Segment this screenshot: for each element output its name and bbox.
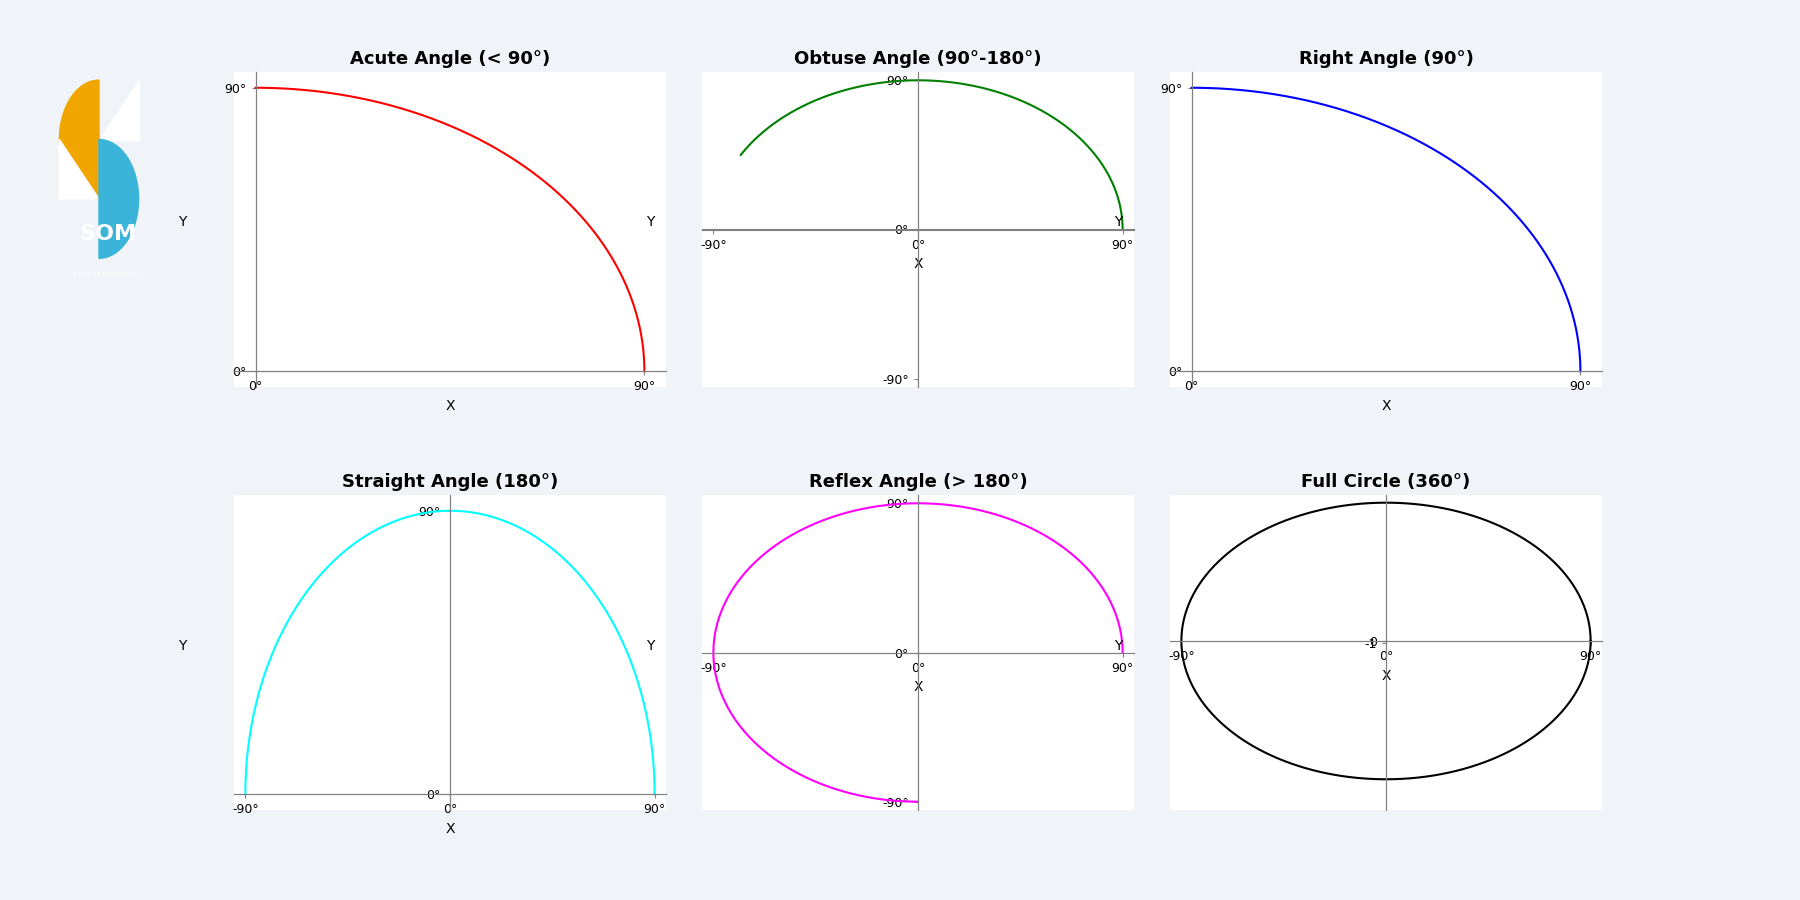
X-axis label: X: X <box>445 822 455 836</box>
X-axis label: X: X <box>913 257 923 271</box>
X-axis label: X: X <box>1381 669 1391 682</box>
Y-axis label: Y: Y <box>1114 215 1123 230</box>
Y-axis label: Y: Y <box>1114 638 1123 652</box>
Text: STORY OF MATHEMATICS: STORY OF MATHEMATICS <box>74 272 142 277</box>
Title: Full Circle (360°): Full Circle (360°) <box>1301 472 1471 490</box>
Wedge shape <box>99 140 139 258</box>
Wedge shape <box>59 80 99 199</box>
X-axis label: X: X <box>445 399 455 413</box>
X-axis label: X: X <box>913 680 923 694</box>
Text: SOM: SOM <box>79 224 137 244</box>
Polygon shape <box>99 80 139 140</box>
X-axis label: X: X <box>1381 399 1391 413</box>
Y-axis label: Y: Y <box>178 215 187 230</box>
Y-axis label: Y: Y <box>646 638 655 652</box>
Polygon shape <box>59 140 99 199</box>
Y-axis label: Y: Y <box>646 215 655 230</box>
Title: Obtuse Angle (90°-180°): Obtuse Angle (90°-180°) <box>794 50 1042 68</box>
Title: Reflex Angle (> 180°): Reflex Angle (> 180°) <box>808 472 1028 490</box>
Title: Straight Angle (180°): Straight Angle (180°) <box>342 472 558 490</box>
Title: Right Angle (90°): Right Angle (90°) <box>1298 50 1474 68</box>
Y-axis label: Y: Y <box>178 638 187 652</box>
Title: Acute Angle (< 90°): Acute Angle (< 90°) <box>349 50 551 68</box>
